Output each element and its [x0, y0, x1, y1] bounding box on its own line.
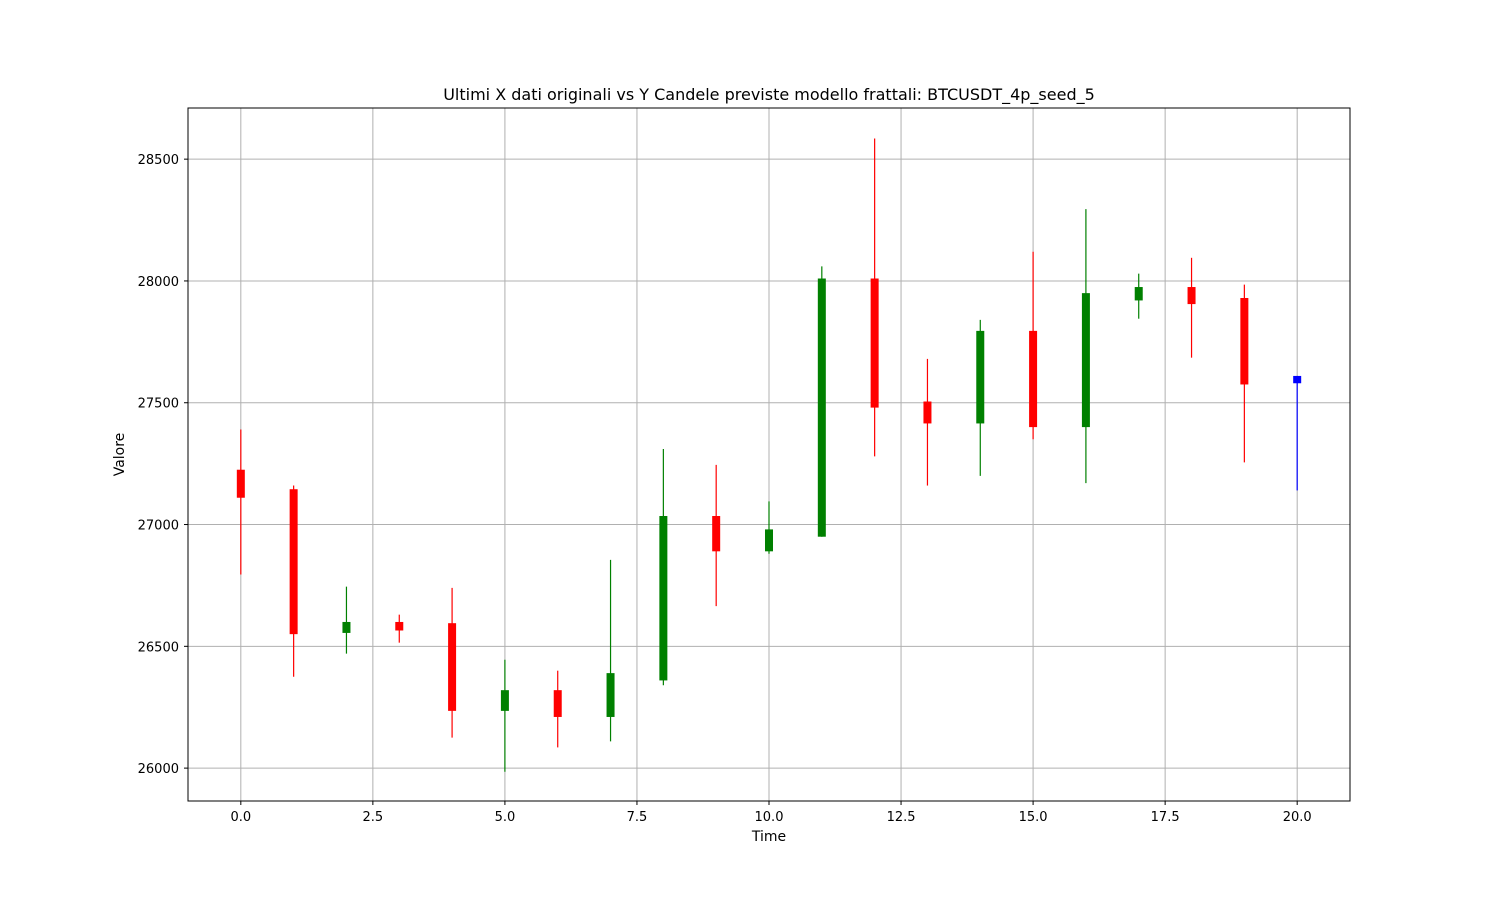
candle: [659, 449, 668, 686]
candle: [1293, 375, 1302, 491]
y-tick-label: 26500: [138, 640, 179, 655]
y-tick-label: 28000: [138, 275, 179, 290]
candle-body: [923, 401, 932, 424]
candle: [976, 319, 985, 476]
candle: [817, 266, 826, 537]
chart-title: Ultimi X dati originali vs Y Candele pre…: [443, 85, 1095, 105]
x-tick-label: 2.5: [363, 810, 384, 825]
candle-body: [606, 673, 615, 717]
candle-body: [870, 278, 879, 408]
candle: [765, 501, 773, 554]
candle-body: [236, 469, 245, 498]
x-tick-label: 10.0: [755, 810, 784, 825]
x-axis-ticks: 0.0 2.5 5.0 7.5 10.0 12.5 15.0 17.5 20.0: [230, 801, 1312, 825]
candle-body: [976, 330, 985, 424]
y-tick-label: 26000: [138, 762, 179, 777]
candle: [553, 670, 562, 748]
candle-body: [1293, 375, 1302, 384]
candle: [1187, 257, 1196, 358]
candle-body: [553, 690, 562, 717]
candle: [1240, 284, 1249, 463]
candle-body: [1134, 287, 1143, 301]
candle-body: [1029, 330, 1038, 428]
x-tick-label: 0.0: [230, 810, 251, 825]
x-tick-label: 5.0: [495, 810, 516, 825]
y-tick-label: 27500: [138, 397, 179, 412]
candle-body: [289, 489, 298, 635]
candle-body: [395, 621, 404, 631]
candle: [923, 358, 932, 486]
candle: [289, 485, 298, 677]
x-axis-title: Time: [751, 829, 786, 845]
candle-body: [1081, 293, 1090, 428]
candle: [500, 659, 509, 772]
candle: [1134, 273, 1143, 319]
x-tick-label: 17.5: [1151, 810, 1180, 825]
x-tick-label: 15.0: [1019, 810, 1048, 825]
y-tick-label: 28500: [138, 153, 179, 168]
candle-body: [712, 516, 721, 552]
candle-body: [1240, 297, 1249, 385]
candle-body: [342, 621, 351, 633]
candle: [236, 429, 245, 575]
candle-body: [817, 278, 826, 537]
candles: [236, 138, 1302, 772]
candle-body: [1187, 287, 1196, 305]
candle: [712, 464, 721, 607]
y-tick-label: 27000: [138, 519, 179, 534]
x-tick-label: 20.0: [1283, 810, 1312, 825]
candle: [342, 586, 351, 654]
y-axis-title: Valore: [112, 433, 128, 477]
y-axis-ticks: 26000 26500 27000 27500 28000 28500: [138, 153, 188, 777]
x-tick-label: 12.5: [887, 810, 916, 825]
candle: [870, 138, 879, 457]
candle-body: [765, 529, 773, 552]
candle: [606, 559, 615, 742]
candle: [1081, 209, 1090, 484]
candle-body: [500, 690, 509, 711]
candle: [395, 614, 404, 643]
candle: [1029, 251, 1038, 440]
grid: [188, 108, 1350, 801]
candle: [448, 587, 457, 738]
candle-body: [659, 516, 668, 681]
candle-body: [448, 623, 457, 711]
x-tick-label: 7.5: [627, 810, 648, 825]
